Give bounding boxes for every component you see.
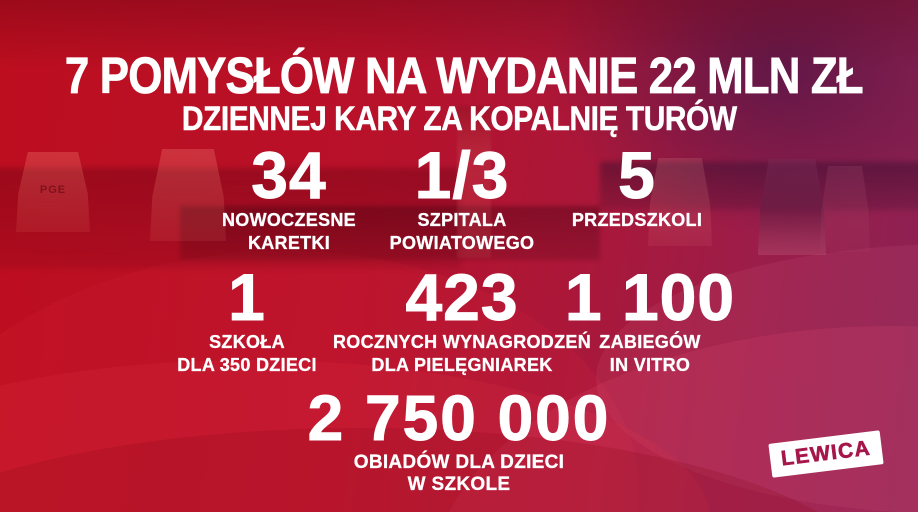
stat-ambulances: 34 NOWOCZESNE KARETKI [169, 138, 409, 255]
treeline-silhouette [0, 168, 460, 268]
stat-label: ROCZNYCH WYNAGRODZEŃ DLA PIELĘGNIAREK [333, 332, 591, 375]
poster-title-text: 7 POMYSŁÓW NA WYDANIE 22 MLN ZŁ [64, 47, 864, 104]
stat-value: 423 [405, 260, 519, 334]
stat-kindergartens: 5 PRZEDSZKOLI [527, 138, 747, 232]
stat-value: 1 [228, 260, 266, 334]
stat-label: NOWOCZESNE KARETKI [221, 210, 356, 253]
cooling-tower-silhouette [150, 149, 226, 241]
stat-school-lunches: 2 750 000 OBIADÓW DLA DZIECI W SZKOLE [0, 382, 918, 496]
stat-hospital: 1/3 SZPITALA POWIATOWEGO [342, 138, 582, 255]
poster-subtitle-text: DZIENNEJ KARY ZA KOPALNIĘ TURÓW [181, 100, 737, 138]
top-vignette [0, 0, 918, 70]
stat-label: SZKOŁA DLA 350 DZIECI [177, 332, 317, 375]
stat-value: 1/3 [414, 138, 510, 212]
stat-value: 34 [251, 138, 327, 212]
stat-invitro: 1 100 ZABIEGÓW IN VITRO [530, 260, 770, 377]
stat-label: OBIADÓW DLA DZIECI W SZKOLE [353, 452, 565, 495]
stat-label: PRZEDSZKOLI [571, 210, 703, 230]
pge-tower-label: PGE [39, 184, 67, 196]
stat-value: 2 750 000 [307, 382, 611, 454]
stat-school: 1 SZKOŁA DLA 350 DZIECI [127, 260, 367, 377]
lewica-logo-text: LEWICA [779, 436, 873, 471]
stat-label: SZPITALA POWIATOWEGO [389, 210, 535, 253]
poster-title: 7 POMYSŁÓW NA WYDANIE 22 MLN ZŁ [0, 47, 918, 104]
stat-value: 5 [618, 138, 656, 212]
stat-label: ZABIEGÓW IN VITRO [599, 332, 701, 375]
cooling-tower-silhouette: PGE [16, 152, 90, 232]
poster-subtitle: DZIENNEJ KARY ZA KOPALNIĘ TURÓW [0, 100, 918, 138]
stat-value: 1 100 [564, 260, 736, 334]
stat-nurse-salaries: 423 ROCZNYCH WYNAGRODZEŃ DLA PIELĘGNIARE… [322, 260, 602, 377]
